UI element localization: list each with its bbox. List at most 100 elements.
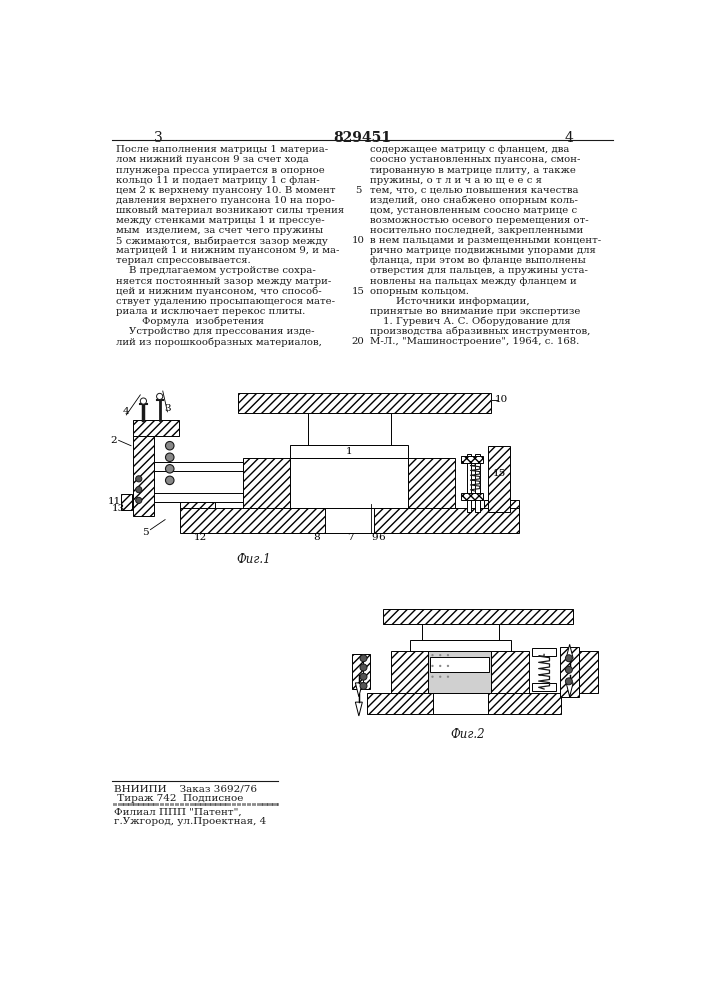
Circle shape <box>431 665 433 667</box>
Bar <box>391 651 428 693</box>
Text: В предлагаемом устройстве сохра-: В предлагаемом устройстве сохра- <box>116 266 316 275</box>
Bar <box>243 458 290 508</box>
Circle shape <box>136 487 142 493</box>
Text: 8: 8 <box>314 533 320 542</box>
Bar <box>325 508 373 533</box>
Text: производства абразивных инструментов,: производства абразивных инструментов, <box>370 327 591 336</box>
Text: 15: 15 <box>493 469 506 478</box>
Bar <box>475 454 480 512</box>
Bar <box>238 393 491 413</box>
Bar <box>461 456 483 463</box>
Bar <box>308 413 391 445</box>
Text: 4: 4 <box>123 407 129 416</box>
Text: 10: 10 <box>351 236 365 245</box>
Circle shape <box>431 676 433 678</box>
Text: г.Ужгород, ул.Проектная, 4: г.Ужгород, ул.Проектная, 4 <box>114 817 267 826</box>
Bar <box>410 640 510 651</box>
Circle shape <box>439 665 441 667</box>
Text: цей и нижним пуансоном, что способ-: цей и нижним пуансоном, что способ- <box>116 287 322 296</box>
Circle shape <box>136 476 142 482</box>
Text: 3: 3 <box>153 131 163 145</box>
Bar <box>132 420 179 436</box>
Circle shape <box>156 393 163 400</box>
Circle shape <box>566 655 573 662</box>
Text: 1: 1 <box>346 447 353 456</box>
Circle shape <box>165 465 174 473</box>
Text: опорным кольцом.: опорным кольцом. <box>370 287 469 296</box>
Circle shape <box>439 676 441 678</box>
Circle shape <box>431 654 433 656</box>
Bar <box>154 493 243 502</box>
Circle shape <box>566 666 573 673</box>
Text: 7: 7 <box>347 533 354 542</box>
Text: в нем пальцами и размещенными концент-: в нем пальцами и размещенными концент- <box>370 236 602 245</box>
Text: 6: 6 <box>378 533 385 542</box>
Text: 20: 20 <box>351 337 364 346</box>
Text: цем 2 к верхнему пуансону 10. В момент: цем 2 к верхнему пуансону 10. В момент <box>116 186 336 195</box>
Bar <box>180 500 215 508</box>
Text: отверстия для пальцев, а пружины уста-: отверстия для пальцев, а пружины уста- <box>370 266 588 275</box>
Circle shape <box>447 654 449 656</box>
Polygon shape <box>566 644 573 658</box>
Bar <box>579 651 598 693</box>
Bar <box>484 500 518 508</box>
Bar <box>559 647 579 697</box>
Text: 3: 3 <box>164 404 170 413</box>
Text: шковый материал возникают силы трения: шковый материал возникают силы трения <box>116 206 344 215</box>
Text: фланца, при этом во фланце выполнены: фланца, при этом во фланце выполнены <box>370 256 586 265</box>
Text: Тираж 742  Подписное: Тираж 742 Подписное <box>114 794 243 803</box>
Circle shape <box>360 655 367 662</box>
Text: тированную в матрице плиту, а также: тированную в матрице плиту, а также <box>370 166 576 175</box>
Bar <box>532 683 556 691</box>
Bar <box>121 494 132 510</box>
Text: изделий, оно снабжено опорным коль-: изделий, оно снабжено опорным коль- <box>370 196 578 205</box>
Text: соосно установленных пуансона, смон-: соосно установленных пуансона, смон- <box>370 155 581 164</box>
Text: 4: 4 <box>564 131 573 145</box>
Circle shape <box>165 453 174 461</box>
Bar <box>368 693 561 714</box>
Text: между стенками матрицы 1 и прессуе-: между стенками матрицы 1 и прессуе- <box>116 216 325 225</box>
Circle shape <box>360 682 367 689</box>
Text: Источники информации,: Источники информации, <box>370 297 530 306</box>
Circle shape <box>447 676 449 678</box>
Bar <box>461 493 483 500</box>
Text: 13: 13 <box>112 504 125 513</box>
Polygon shape <box>356 702 363 716</box>
Circle shape <box>165 441 174 450</box>
Text: новлены на пальцах между фланцем и: новлены на пальцах между фланцем и <box>370 277 577 286</box>
Text: пружины, о т л и ч а ю щ е е с я: пружины, о т л и ч а ю щ е е с я <box>370 176 542 185</box>
Bar <box>355 654 370 689</box>
Text: Формула  изобретения: Формула изобретения <box>116 317 264 326</box>
Bar <box>290 445 409 458</box>
Circle shape <box>140 398 146 404</box>
Text: матрицей 1 и нижним пуансоном 9, и ма-: матрицей 1 и нижним пуансоном 9, и ма- <box>116 246 339 255</box>
Circle shape <box>360 664 367 671</box>
Text: 5: 5 <box>355 186 361 195</box>
Text: кольцо 11 и подает матрицу 1 с флан-: кольцо 11 и подает матрицу 1 с флан- <box>116 176 320 185</box>
Text: териал спрессовывается.: териал спрессовывается. <box>116 256 251 265</box>
Bar <box>489 446 510 512</box>
Bar <box>132 436 154 516</box>
Bar <box>154 462 243 471</box>
Text: Фиг.1: Фиг.1 <box>236 553 271 566</box>
Text: 11: 11 <box>108 497 122 506</box>
Bar <box>383 609 573 624</box>
Text: Устройство для прессования изде-: Устройство для прессования изде- <box>116 327 315 336</box>
Text: ствует удалению просыпающегося мате-: ствует удалению просыпающегося мате- <box>116 297 335 306</box>
Text: 9: 9 <box>372 533 378 542</box>
Text: содержащее матрицу с фланцем, два: содержащее матрицу с фланцем, два <box>370 145 570 154</box>
Circle shape <box>360 673 367 680</box>
Text: 829451: 829451 <box>333 131 391 145</box>
Text: 5: 5 <box>141 528 148 537</box>
Text: 15: 15 <box>351 287 365 296</box>
Polygon shape <box>356 683 363 697</box>
Text: рично матрице подвижными упорами для: рично матрице подвижными упорами для <box>370 246 596 255</box>
Text: 5 сжимаются, выбирается зазор между: 5 сжимаются, выбирается зазор между <box>116 236 328 246</box>
Text: тем, что, с целью повышения качества: тем, что, с целью повышения качества <box>370 186 579 195</box>
Circle shape <box>447 665 449 667</box>
Text: Филиал ППП "Патент",: Филиал ППП "Патент", <box>114 808 242 817</box>
Bar <box>421 624 499 640</box>
Circle shape <box>165 476 174 485</box>
Text: риала и исключает перекос плиты.: риала и исключает перекос плиты. <box>116 307 305 316</box>
Bar <box>491 651 529 693</box>
